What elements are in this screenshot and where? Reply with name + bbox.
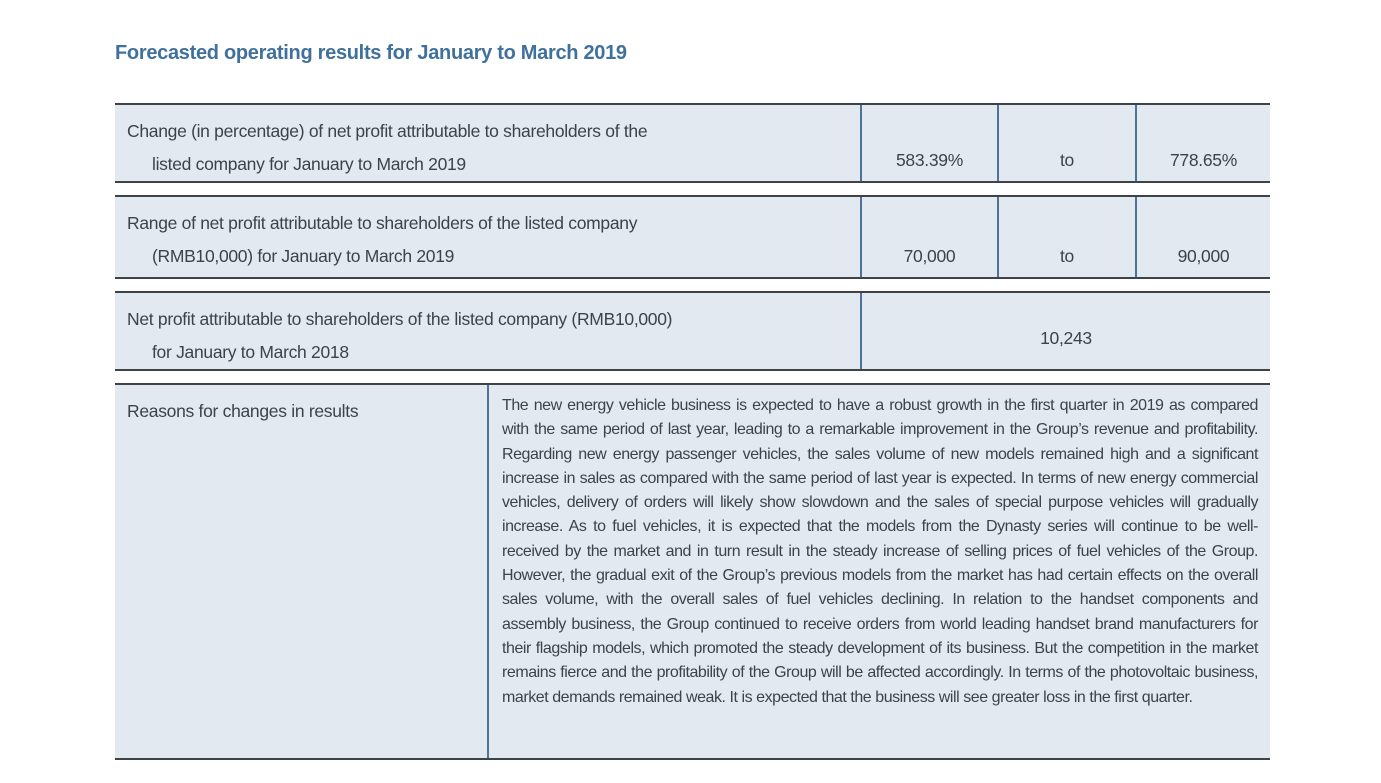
label-line-2: (RMB10,000) for January to March 2019 — [152, 246, 455, 266]
connector-cell: to — [997, 197, 1135, 277]
value-high-cell: 778.65% — [1135, 105, 1270, 181]
section-title: Forecasted operating results for January… — [115, 42, 627, 64]
label-line-2: for January to March 2018 — [152, 342, 349, 362]
row-label-cell: Net profit attributable to shareholders … — [115, 293, 860, 369]
table-row-net-profit-2018: Net profit attributable to shareholders … — [115, 291, 1270, 371]
label-line-1: Range of net profit attributable to shar… — [127, 213, 638, 233]
merged-value-cell: 10,243 — [860, 293, 1270, 369]
connector-cell: to — [997, 105, 1135, 181]
reasons-text-cell: The new energy vehicle business is expec… — [487, 385, 1270, 758]
row-label-cell: Range of net profit attributable to shar… — [115, 197, 860, 277]
report-page: Forecasted operating results for January… — [115, 42, 1270, 760]
table-row-change-percentage: Change (in percentage) of net profit att… — [115, 103, 1270, 183]
label-line-2: listed company for January to March 2019 — [152, 154, 466, 174]
table-row-reasons: Reasons for changes in results The new e… — [115, 383, 1270, 760]
label-line-1: Net profit attributable to shareholders … — [127, 309, 673, 329]
value-high-cell: 90,000 — [1135, 197, 1270, 277]
label-line-1: Change (in percentage) of net profit att… — [127, 121, 648, 141]
value-low-cell: 583.39% — [860, 105, 997, 181]
row-label-cell: Change (in percentage) of net profit att… — [115, 105, 860, 181]
forecast-results-table: Change (in percentage) of net profit att… — [115, 103, 1270, 760]
row-label-cell: Reasons for changes in results — [127, 401, 359, 421]
value-low-cell: 70,000 — [860, 197, 997, 277]
table-row-net-profit-range: Range of net profit attributable to shar… — [115, 195, 1270, 279]
